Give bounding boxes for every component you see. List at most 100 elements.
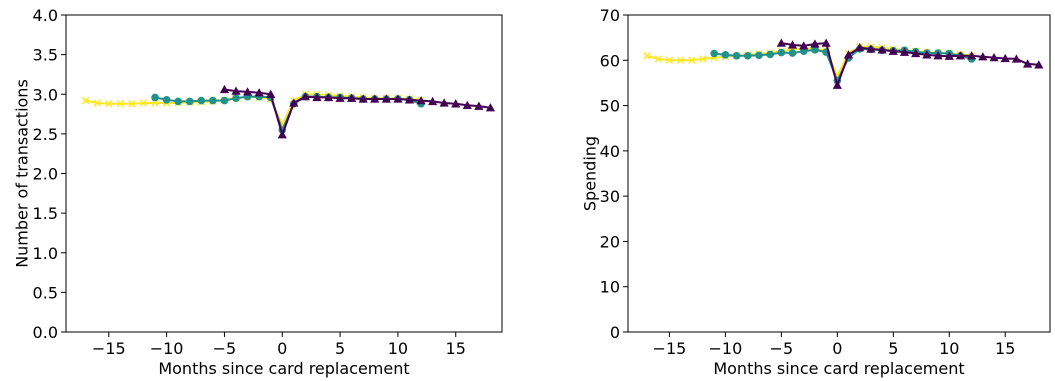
transactions-yellow-x-series-point [116, 100, 125, 108]
spending-purple-triangle-series-point [799, 41, 809, 50]
spending-purple-triangle-series-point [866, 44, 876, 53]
transactions-axes-frame [65, 14, 503, 333]
transactions-purple-triangle-series-point [289, 98, 299, 107]
transactions-plot-area [81, 84, 496, 139]
transactions-y-tick-label: 1.0 [33, 244, 58, 263]
spending-y-tick-label: 70 [600, 6, 620, 25]
spending-purple-triangle-series-point [1034, 60, 1044, 69]
spending-purple-triangle-series-point [821, 38, 831, 47]
spending-purple-triangle-series-point [911, 48, 921, 58]
spending-purple-triangle-series-point [933, 51, 943, 60]
transactions-y-tick-label: 2.5 [33, 125, 58, 144]
transactions-x-tick-label: 15 [446, 339, 466, 358]
spending-teal-circle-series-point [710, 49, 718, 58]
spending-purple-triangle-series-point [832, 80, 842, 89]
spending-teal-circle-series-point [777, 48, 786, 57]
transactions-yellow-x-series-point [105, 100, 113, 108]
spending-purple-triangle-series-point [877, 45, 887, 54]
spending-x-axis: −15 −10 −5 0 5 10 15 [653, 332, 1015, 358]
spending-purple-triangle-series-point [1000, 53, 1010, 63]
transactions-purple-triangle-series-point [485, 103, 496, 112]
transactions-teal-circle-series-point [220, 96, 229, 105]
spending-yellow-x-series-point [688, 56, 696, 65]
spending-y-tick-label: 40 [600, 142, 620, 161]
spending-purple-triangle-series-point [888, 46, 898, 55]
spending-plot-area [643, 38, 1044, 89]
transactions-purple-triangle-series-point [312, 92, 322, 102]
spending-purple-triangle-series-point [843, 50, 854, 59]
spending-x-tick-label: 0 [832, 339, 842, 358]
transactions-purple-triangle-series-point [347, 93, 357, 102]
transactions-x-tick-label: −10 [150, 339, 184, 358]
spending-x-tick-label: 15 [995, 339, 1015, 358]
transactions-teal-circle-series-point [232, 94, 240, 103]
transactions-y-tick-label: 0.5 [33, 283, 58, 302]
spending-x-tick-label: −10 [709, 339, 743, 358]
spending-y-tick-label: 50 [600, 97, 620, 116]
transactions-purple-triangle-series-point [231, 86, 241, 95]
spending-teal-circle-series-point [788, 49, 797, 57]
transactions-purple-triangle-series-point [300, 92, 310, 101]
transactions-teal-circle-series-point [162, 95, 171, 104]
transactions-x-tick-label: 10 [388, 339, 408, 358]
transactions-yellow-x-series-point [128, 100, 136, 108]
transactions-purple-triangle-series-point [219, 84, 230, 94]
transactions-purple-triangle-series-point [393, 94, 403, 103]
transactions-purple-triangle-series-point [254, 88, 264, 97]
spending-yellow-x-series-point [699, 55, 707, 63]
spending-x-tick-label: 5 [888, 339, 898, 358]
spending-y-tick-label: 0 [610, 323, 620, 342]
transactions-purple-triangle-series-point [462, 100, 472, 110]
spending-purple-triangle-series-point [1023, 59, 1033, 68]
spending-teal-circle-series-point [755, 51, 763, 60]
spending-purple-triangle-series-point [989, 52, 999, 62]
spending-x-tick-label: 10 [939, 339, 959, 358]
transactions-x-tick-label: −5 [213, 339, 237, 358]
spending-purple-triangle-series [776, 38, 1044, 89]
spending-purple-triangle-series-point [922, 50, 932, 59]
spending-x-axis-label: Months since card replacement [713, 359, 964, 378]
spending-purple-triangle-series-point [1011, 54, 1022, 63]
spending-yellow-x-series [643, 42, 976, 80]
transactions-purple-triangle-series-point [335, 93, 345, 102]
transactions-yellow-x-series-point [139, 99, 148, 107]
transactions-purple-triangle-series-point [242, 87, 253, 96]
transactions-purple-triangle-series-point [358, 94, 368, 103]
transactions-purple-triangle-series-point [266, 89, 276, 98]
transactions-x-tick-label: 5 [335, 339, 345, 358]
spending-purple-triangle-series-point [787, 40, 798, 49]
spending-teal-circle-series-point [721, 51, 730, 59]
spending-purple-triangle-series-point [978, 52, 988, 61]
spending-y-axis: 0 10 20 30 40 50 60 70 [600, 6, 628, 342]
transactions-purple-triangle-series-point [439, 98, 449, 107]
spending-y-tick-label: 10 [600, 278, 620, 297]
spending-y-tick-label: 30 [600, 187, 620, 206]
spending-axes-frame [627, 14, 1051, 333]
spending-purple-triangle-series-point [944, 51, 954, 60]
transactions-purple-triangle-series-point [474, 101, 484, 110]
transactions-y-tick-label: 0.0 [33, 323, 58, 342]
spending-teal-circle-series-point [743, 51, 752, 60]
transactions-x-tick-label: 0 [277, 339, 287, 358]
transactions-yellow-x-series-point [81, 96, 90, 105]
transactions-y-tick-label: 2.0 [33, 165, 58, 184]
spending-yellow-x-series-point [676, 56, 685, 65]
transactions-purple-triangle-series-point [370, 94, 380, 103]
spending-purple-triangle-series-point [855, 43, 865, 52]
transactions-purple-triangle-series-point [381, 94, 391, 103]
spending-yellow-x-series-point [665, 56, 674, 65]
spending-yellow-x-series-point [643, 52, 651, 60]
transactions-purple-triangle-series [219, 84, 496, 139]
spending-y-tick-label: 20 [600, 232, 620, 251]
transactions-y-tick-label: 3.0 [33, 85, 58, 104]
transactions-x-axis: −15 −10 −5 0 5 10 15 [92, 332, 466, 358]
transactions-y-axis-label: Number of transactions [13, 79, 32, 268]
spending-x-tick-label: −5 [770, 339, 794, 358]
transactions-purple-triangle-series-point [277, 130, 287, 139]
transactions-purple-triangle-series-point [404, 95, 415, 104]
transactions-purple-triangle-series-point [323, 92, 334, 102]
spending-x-tick-label: −15 [653, 339, 687, 358]
transactions-yellow-x-series-point [93, 99, 101, 107]
spending-panel: −15 −10 −5 0 5 10 15 0 10 20 30 40 50 60 70 Months si… [581, 6, 1051, 378]
